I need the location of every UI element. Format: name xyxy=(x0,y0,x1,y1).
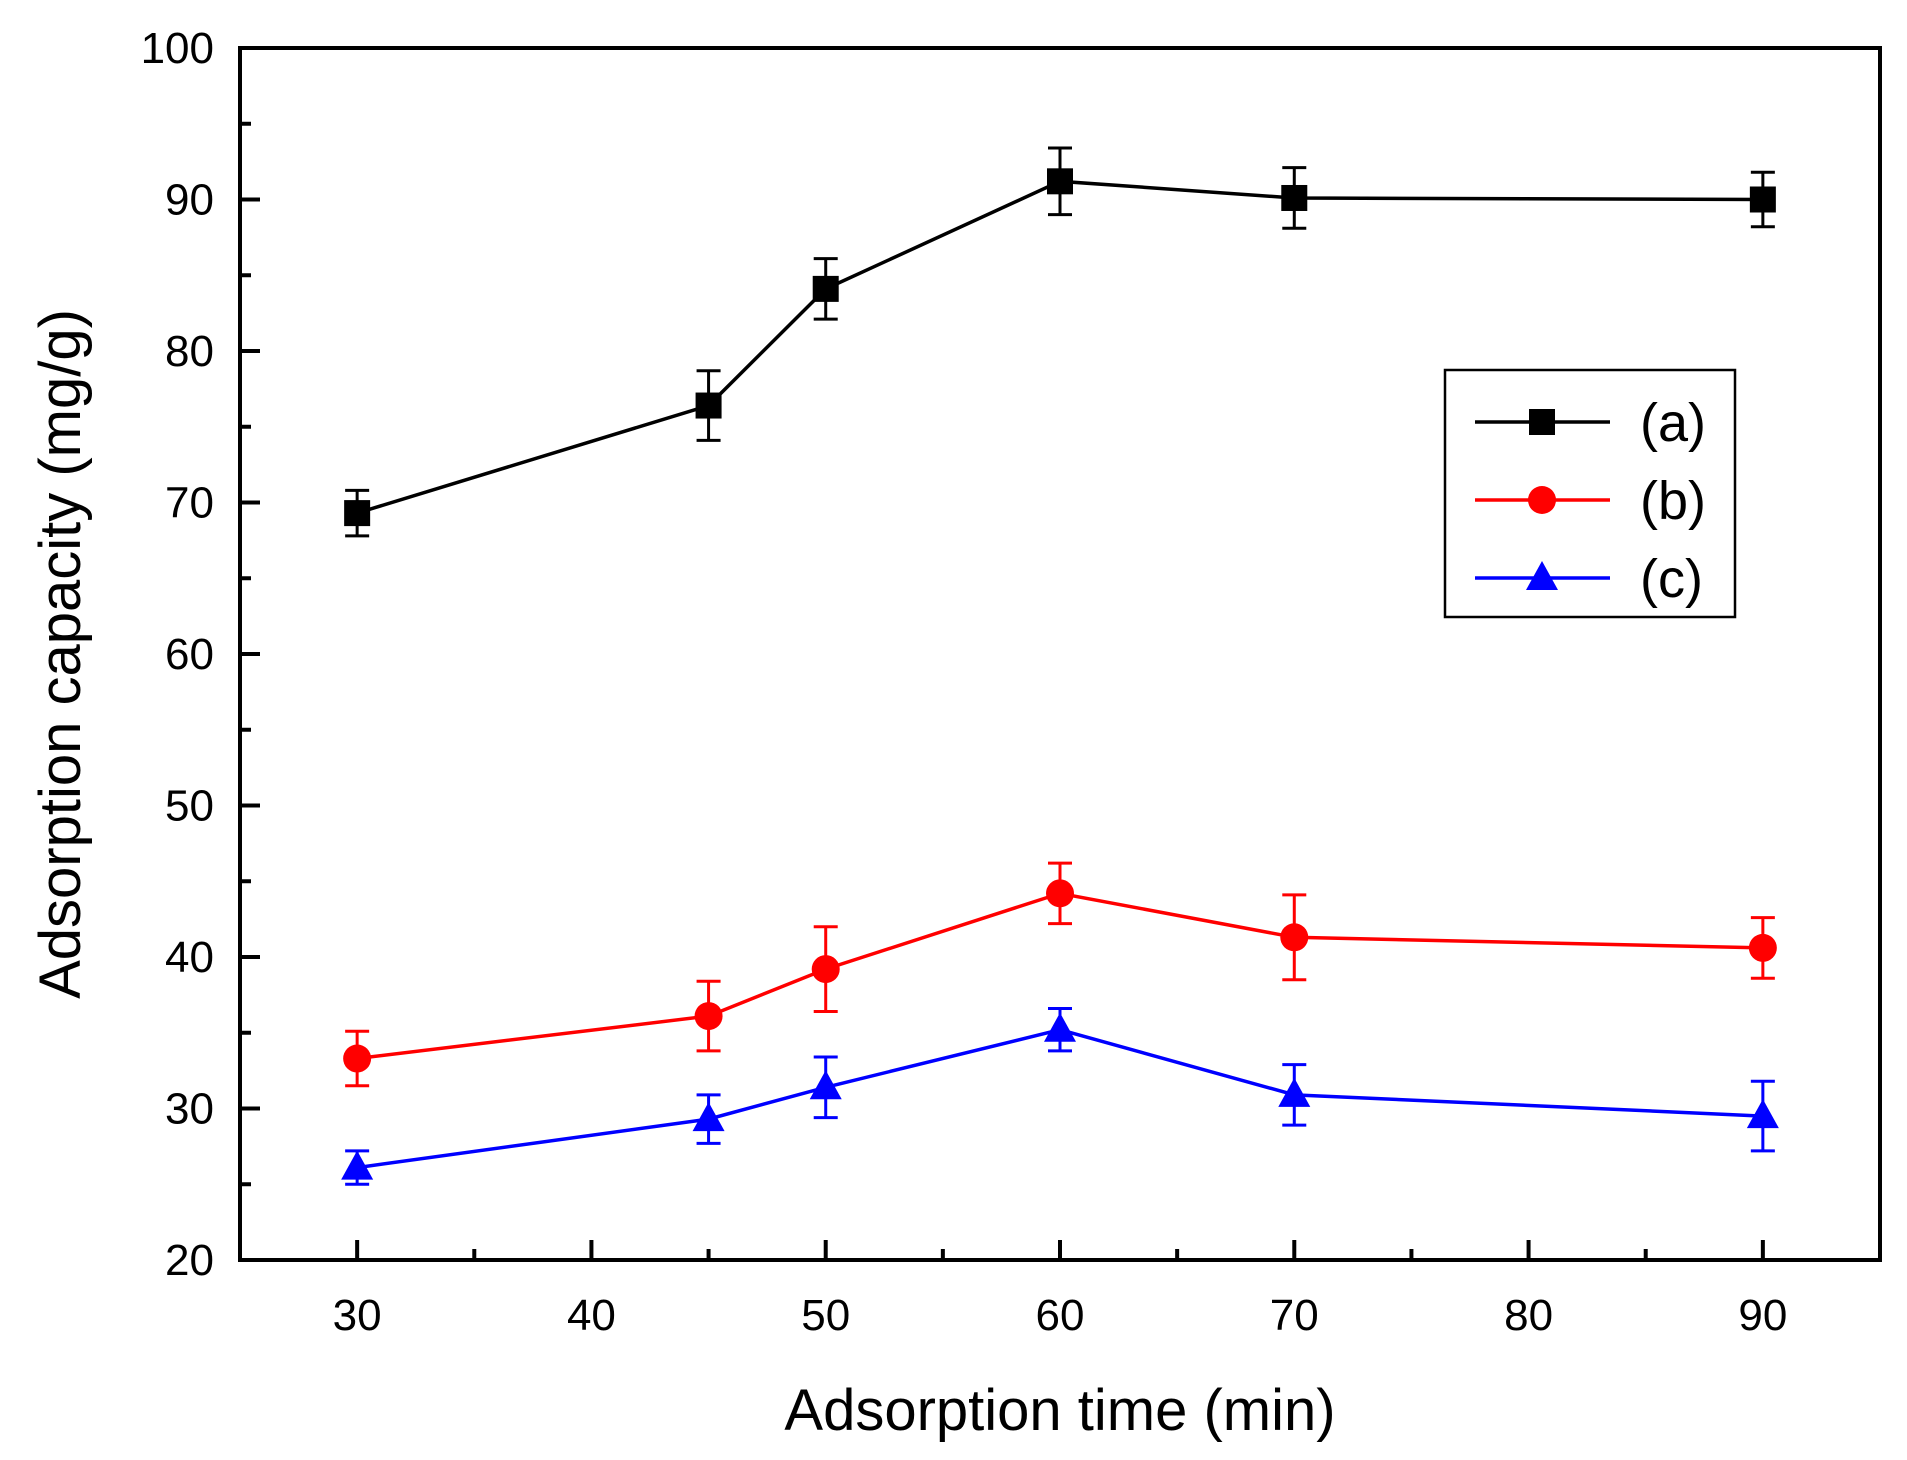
legend: (a) (b) (c) xyxy=(1443,368,1737,619)
x-axis-title: Adsorption time (min) xyxy=(784,1378,1335,1443)
series-line xyxy=(356,891,1763,1061)
data-point xyxy=(1046,879,1074,908)
data-point xyxy=(1044,1012,1076,1042)
x-tick-label: 70 xyxy=(1270,1291,1319,1340)
x-tick-label: 50 xyxy=(801,1291,850,1340)
legend-item-0: (a) xyxy=(1475,393,1706,453)
x-tick-label: 90 xyxy=(1738,1291,1787,1340)
y-tick-label: 20 xyxy=(165,1236,214,1285)
y-tick-label: 50 xyxy=(165,782,214,831)
data-point xyxy=(695,392,722,419)
series-line xyxy=(356,179,1763,515)
x-tick-label: 80 xyxy=(1504,1291,1553,1340)
series-1 xyxy=(343,861,1777,1088)
data-point xyxy=(694,1002,723,1031)
y-tick-label: 60 xyxy=(165,630,214,679)
y-tick-label: 90 xyxy=(165,176,214,225)
legend-marker xyxy=(1526,561,1558,590)
data-point xyxy=(692,1102,725,1132)
data-point xyxy=(811,955,840,984)
data-point xyxy=(1047,168,1073,195)
data-point xyxy=(1278,1077,1311,1107)
legend-marker xyxy=(1529,409,1555,435)
x-tick-label: 30 xyxy=(333,1291,382,1340)
y-tick-label: 100 xyxy=(141,24,214,73)
data-point xyxy=(812,275,839,302)
data-point xyxy=(1746,1099,1779,1129)
y-tick-label: 70 xyxy=(165,479,214,528)
legend-item-2: (c) xyxy=(1475,549,1703,609)
y-tick-label: 40 xyxy=(165,933,214,982)
y-axis-title: Adsorption capacity (mg/g) xyxy=(28,309,93,999)
data-point xyxy=(1280,923,1309,952)
legend-label: (b) xyxy=(1640,471,1706,531)
legend-item-1: (b) xyxy=(1475,471,1706,531)
data-point xyxy=(1749,186,1776,213)
data-point xyxy=(341,1150,374,1180)
legend-box xyxy=(1443,368,1737,619)
series-0 xyxy=(344,146,1776,538)
plot-marks xyxy=(341,146,1779,1186)
series-2 xyxy=(341,1007,1779,1186)
axis-ticks: 30 40 50 60 70 80 90 20 30 40 50 60 70 80 90 100 xyxy=(141,24,1788,1340)
y-tick-label: 30 xyxy=(165,1085,214,1134)
data-point xyxy=(344,500,371,527)
legend-marker xyxy=(1528,486,1556,514)
data-point xyxy=(343,1044,372,1073)
x-tick-label: 60 xyxy=(1036,1291,1085,1340)
data-point xyxy=(809,1070,842,1100)
y-tick-label: 80 xyxy=(165,327,214,376)
x-tick-label: 40 xyxy=(567,1291,616,1340)
legend-label: (c) xyxy=(1640,549,1703,609)
data-point xyxy=(1748,933,1777,962)
series-line xyxy=(356,1027,1763,1170)
legend-label: (a) xyxy=(1640,393,1706,453)
data-point xyxy=(1281,184,1308,211)
plot-frame xyxy=(238,46,1882,1262)
